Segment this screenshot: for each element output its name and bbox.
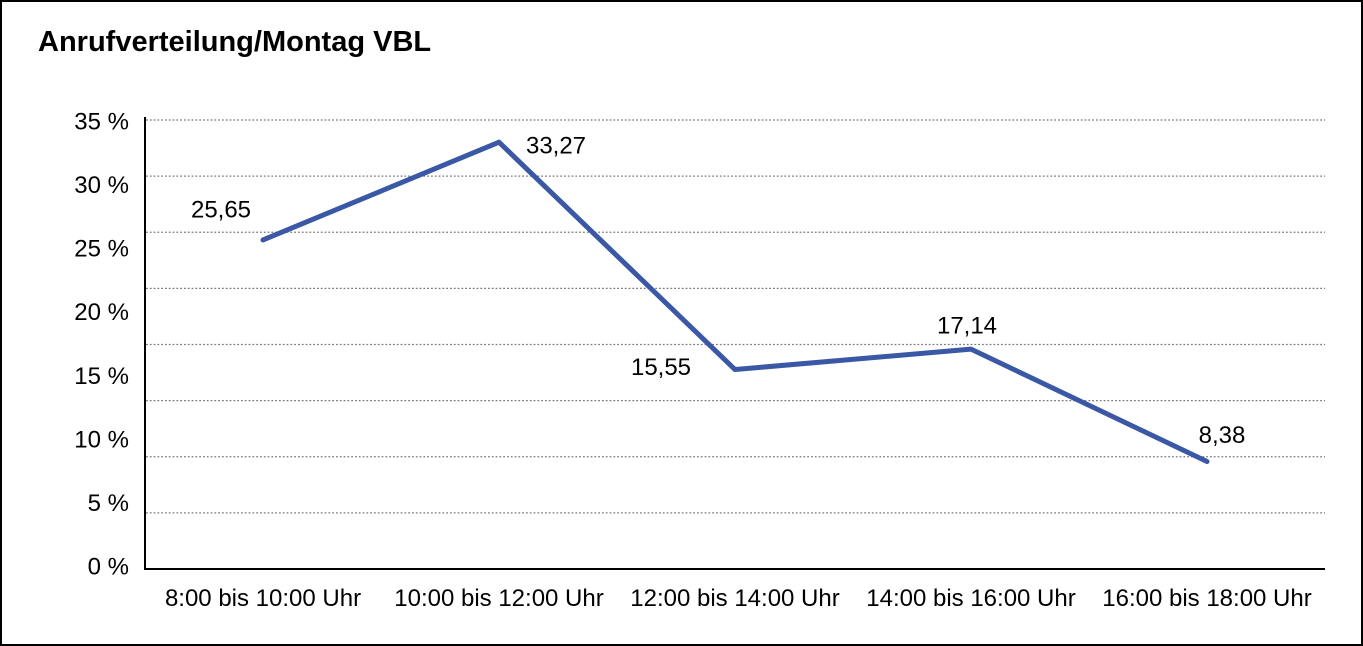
x-tick-label: 12:00 bis 14:00 Uhr <box>630 585 839 612</box>
y-tick-label: 15 % <box>74 363 129 390</box>
chart-title: Anrufverteilung/Montag VBL <box>38 26 432 58</box>
y-tick-label: 35 % <box>74 109 129 136</box>
y-tick-label: 30 % <box>74 172 129 199</box>
data-point-label: 33,27 <box>526 133 586 160</box>
x-tick-label: 8:00 bis 10:00 Uhr <box>165 585 361 612</box>
data-point-label: 8,38 <box>1199 422 1246 449</box>
data-point-label: 15,55 <box>631 354 691 381</box>
x-tick-label: 14:00 bis 16:00 Uhr <box>866 585 1075 612</box>
y-tick-label: 20 % <box>74 299 129 326</box>
x-tick-label: 10:00 bis 12:00 Uhr <box>394 585 603 612</box>
y-tick-label: 0 % <box>88 554 129 581</box>
x-tick-label: 16:00 bis 18:00 Uhr <box>1102 585 1311 612</box>
data-point-label: 17,14 <box>937 313 997 340</box>
y-tick-label: 5 % <box>88 490 129 517</box>
y-tick-label: 10 % <box>74 426 129 453</box>
data-line <box>260 139 1210 464</box>
data-point-label: 25,65 <box>191 196 251 223</box>
y-tick-label: 25 % <box>74 236 129 263</box>
